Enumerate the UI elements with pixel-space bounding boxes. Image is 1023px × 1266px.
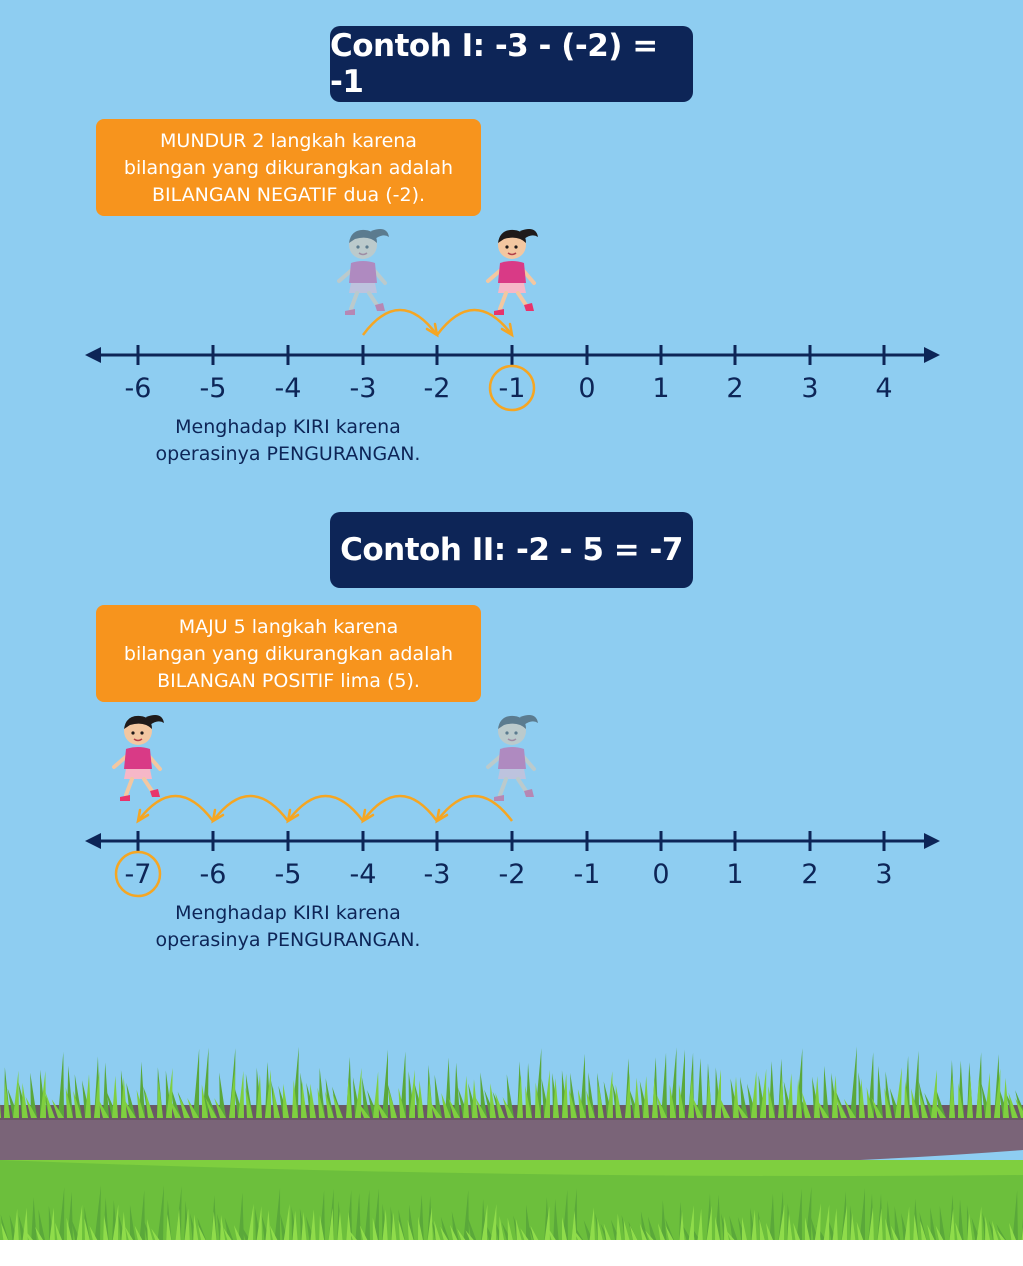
line2-tick-label-3: -4 xyxy=(350,859,377,890)
line2-tick-label-4: -3 xyxy=(424,859,451,890)
line2-tick-label-0: -7 xyxy=(125,859,152,890)
example1-caption-line-2: operasinya PENGURANGAN. xyxy=(155,443,421,465)
line2-tick-label-1: -6 xyxy=(200,859,227,890)
example2-title: Contoh II: -2 - 5 = -7 xyxy=(330,512,693,588)
line2-tick-label-2: -5 xyxy=(275,859,302,890)
line1-tick-label-7: 1 xyxy=(652,373,669,404)
line1-result-circle xyxy=(488,364,536,412)
line1-tick-label-8: 2 xyxy=(726,373,743,404)
line2-hop-arc xyxy=(212,794,289,822)
line2-result-circle xyxy=(114,850,162,898)
line2-tick-label-8: 1 xyxy=(726,859,743,890)
line2-tick-label-5: -2 xyxy=(499,859,526,890)
line2-tick-label-7: 0 xyxy=(652,859,669,890)
example1-note-line-2: bilangan yang dikurangkan adalah xyxy=(123,157,454,179)
line1-hop-arc xyxy=(361,308,439,336)
line1-tick-label-4: -2 xyxy=(424,373,451,404)
ground xyxy=(0,1046,1023,1266)
line2-hop-arc xyxy=(361,794,439,822)
line1-tick-label-5: -1 xyxy=(499,373,526,404)
line2-start-figure xyxy=(486,713,540,803)
line2-end-figure xyxy=(112,713,166,803)
line1-tick-label-1: -5 xyxy=(200,373,227,404)
line1-tick-label-2: -4 xyxy=(275,373,302,404)
number-line-1: -6 -5 -4 -3 -2 -1 0 1 2 3 4 xyxy=(85,308,940,412)
line2-tick-label-10: 3 xyxy=(875,859,892,890)
example1-note-line-3: BILANGAN NEGATIF dua (-2). xyxy=(151,184,426,206)
line1-hop-arrowhead xyxy=(500,322,514,338)
line2-hop-arrowhead xyxy=(136,808,150,824)
example1-caption: Menghadap KIRI karena operasinya PENGURA… xyxy=(120,414,456,468)
example2-caption-line-1: Menghadap KIRI karena xyxy=(175,902,401,924)
example1-caption-line-1: Menghadap KIRI karena xyxy=(175,416,401,438)
line1-tick-label-6: 0 xyxy=(578,373,595,404)
line1-tick-label-10: 4 xyxy=(875,373,892,404)
example2-caption-line-2: operasinya PENGURANGAN. xyxy=(155,929,421,951)
example2-caption: Menghadap KIRI karena operasinya PENGURA… xyxy=(120,900,456,954)
example1-title: Contoh I: -3 - (-2) = -1 xyxy=(330,26,693,102)
example2-note: MAJU 5 langkah karena bilangan yang diku… xyxy=(96,605,481,702)
line1-hop-arc xyxy=(436,308,513,336)
line2-hop-arc xyxy=(137,794,214,822)
line1-end-figure xyxy=(486,227,540,317)
line1-start-figure xyxy=(337,227,391,317)
example2-note-line-3: BILANGAN POSITIF lima (5). xyxy=(157,670,420,692)
line2-hop-arc xyxy=(287,794,364,822)
line1-tick-label-3: -3 xyxy=(350,373,377,404)
example1-note-line-1: MUNDUR 2 langkah karena xyxy=(160,130,417,152)
line1-tick-label-0: -6 xyxy=(125,373,152,404)
example1-note: MUNDUR 2 langkah karena bilangan yang di… xyxy=(96,119,481,216)
example2-note-line-1: MAJU 5 langkah karena xyxy=(178,616,399,638)
line2-hop-arc xyxy=(436,794,513,822)
number-line-2: -7 -6 -5 -4 -3 -2 -1 0 1 2 3 xyxy=(85,794,940,898)
line1-tick-label-9: 3 xyxy=(801,373,818,404)
line2-tick-label-9: 2 xyxy=(801,859,818,890)
line2-tick-label-6: -1 xyxy=(574,859,601,890)
example2-note-line-2: bilangan yang dikurangkan adalah xyxy=(123,643,454,665)
